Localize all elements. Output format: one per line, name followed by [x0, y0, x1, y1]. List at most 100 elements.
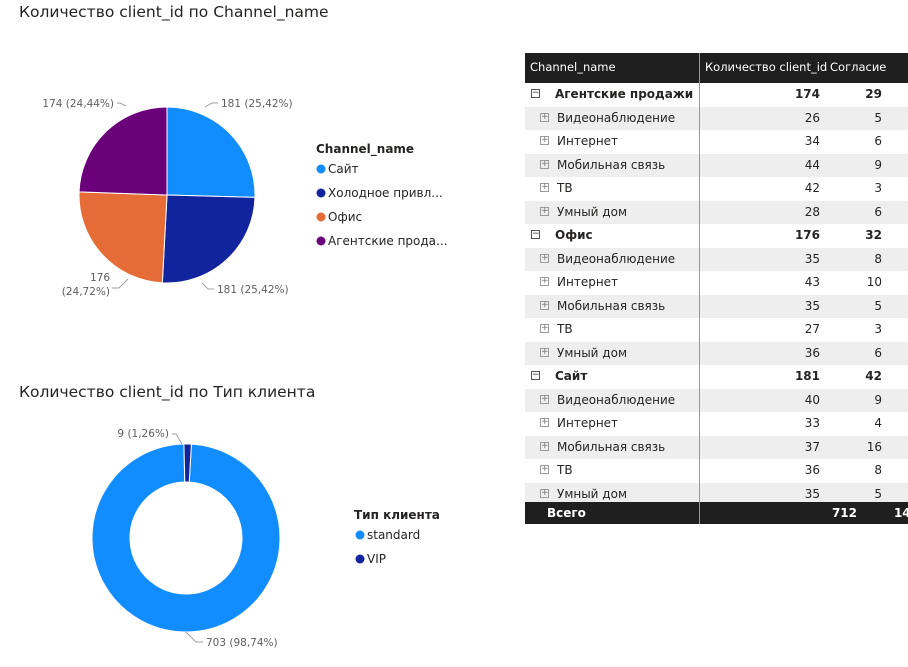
collapse-icon[interactable]: − [531, 370, 540, 380]
pie-legend-item-0[interactable]: Сайт [328, 162, 359, 176]
matrix-child-row[interactable]: + Интернет 33 4 [525, 412, 908, 436]
row-count: 36 [804, 463, 820, 477]
total-label: Всего [547, 506, 586, 520]
pie-data-label-1: 181 (25,42%) [217, 284, 289, 296]
row-name: Умный дом [557, 204, 627, 219]
row-count: 42 [804, 181, 820, 195]
row-agreement: 5 [874, 110, 882, 125]
expand-icon[interactable]: + [540, 158, 549, 169]
column-header-channel-name[interactable]: Channel_name [530, 60, 616, 74]
expand-icon[interactable]: + [540, 487, 549, 498]
pie-data-label-3: 174 (24,44%) [42, 98, 114, 110]
row-name: Видеонаблюдение [557, 251, 676, 266]
expand-icon[interactable]: + [540, 440, 549, 451]
row-name: Сайт [555, 369, 588, 383]
matrix-child-row[interactable]: + Видеонаблюдение 26 5 [525, 106, 908, 130]
pie-leader-line-1 [201, 282, 214, 290]
total-count: 712 [831, 506, 857, 520]
row-count: 43 [804, 275, 820, 289]
row-agreement: 9 [874, 157, 882, 172]
donut-slice-standard[interactable] [91, 443, 281, 633]
pie-leader-line-0 [204, 102, 218, 108]
collapse-icon[interactable]: − [531, 229, 540, 239]
pie-legend-item-1[interactable]: Холодное привл... [328, 186, 443, 200]
matrix-child-row[interactable]: + Интернет 43 10 [525, 271, 908, 295]
pie-leader-line-2 [112, 278, 129, 289]
expand-icon[interactable]: + [540, 299, 549, 310]
row-count: 36 [804, 345, 820, 360]
matrix-child-row[interactable]: + Умный дом 36 6 [525, 341, 908, 365]
expand-icon[interactable]: + [540, 111, 549, 122]
row-count: 33 [804, 416, 820, 430]
row-name: Интернет [557, 134, 619, 148]
row-agreement: 6 [874, 204, 882, 219]
donut-leader-line-vip [172, 433, 183, 445]
pie-slice-0[interactable] [166, 106, 256, 198]
matrix-child-row[interactable]: + Мобильная связь 35 5 [525, 294, 908, 318]
row-agreement: 8 [874, 251, 882, 266]
row-agreement: 10 [866, 275, 882, 289]
donut-leader-line-standard [185, 631, 203, 643]
matrix-group-row[interactable]: − Офис 176 32 [525, 224, 908, 248]
matrix-group-row[interactable]: − Сайт 181 42 [525, 365, 908, 389]
expand-icon[interactable]: + [540, 182, 549, 192]
row-name: Интернет [557, 275, 619, 289]
row-count: 174 [794, 87, 820, 101]
matrix-child-row[interactable]: + Мобильная связь 37 16 [525, 435, 908, 459]
pie-legend-marker-3 [316, 236, 326, 246]
expand-icon[interactable]: + [540, 135, 549, 145]
matrix-child-row[interactable]: + Умный дом 28 6 [525, 200, 908, 224]
row-agreement: 16 [866, 439, 882, 454]
matrix-child-row[interactable]: + Интернет 34 6 [525, 130, 908, 154]
row-name: Мобильная связь [557, 157, 666, 172]
row-agreement: 5 [874, 486, 882, 501]
matrix-group-row[interactable]: − Агентские продажи 174 29 [525, 83, 908, 107]
matrix-child-row[interactable]: + Умный дом 35 5 [525, 482, 908, 502]
expand-icon[interactable]: + [540, 205, 549, 216]
expand-icon[interactable]: + [540, 276, 549, 286]
column-header-agreement[interactable]: Согласие [830, 60, 887, 74]
matrix-header: Channel_name Количество client_id Соглас… [525, 53, 908, 83]
donut-legend-item-1[interactable]: VIP [367, 552, 386, 566]
pie-slice-3[interactable] [78, 106, 168, 196]
expand-icon[interactable]: + [540, 464, 549, 474]
total-agreement: 146 [893, 506, 908, 520]
collapse-icon[interactable]: − [531, 88, 540, 98]
matrix-child-row[interactable]: + Мобильная связь 44 9 [525, 153, 908, 177]
pie-legend-item-2[interactable]: Офис [328, 210, 362, 224]
row-count: 37 [804, 439, 820, 454]
pie-legend-title: Channel_name [316, 142, 414, 157]
matrix-child-row[interactable]: + ТВ 42 3 [525, 177, 908, 201]
matrix-child-row[interactable]: + ТВ 36 8 [525, 459, 908, 483]
pie-slice-1[interactable] [161, 194, 256, 284]
pie-legend-item-3[interactable]: Агентские прода... [328, 234, 447, 248]
row-agreement: 6 [874, 134, 882, 148]
expand-icon[interactable]: + [540, 323, 549, 333]
matrix-child-row[interactable]: + Видеонаблюдение 40 9 [525, 388, 908, 412]
row-count: 35 [804, 251, 820, 266]
expand-icon[interactable]: + [540, 393, 549, 404]
row-agreement: 3 [874, 181, 882, 195]
expand-icon[interactable]: + [540, 346, 549, 357]
expand-icon[interactable]: + [540, 252, 549, 263]
row-count: 28 [804, 204, 820, 219]
pie-slice-2[interactable] [78, 191, 168, 284]
donut-legend-item-0[interactable]: standard [367, 528, 420, 542]
row-count: 35 [804, 486, 820, 501]
matrix-child-row[interactable]: + Видеонаблюдение 35 8 [525, 247, 908, 271]
pie-data-label-2-value: 176 [90, 272, 110, 284]
donut-slice-vip[interactable] [183, 443, 192, 483]
donut-data-label-vip: 9 (1,26%) [117, 428, 169, 440]
donut-legend-marker-0 [355, 530, 365, 540]
row-agreement: 42 [865, 369, 882, 383]
row-agreement: 32 [865, 228, 882, 242]
row-count: 35 [804, 298, 820, 313]
donut-legend-title: Тип клиента [354, 508, 440, 522]
column-header-count[interactable]: Количество client_id [705, 60, 828, 74]
expand-icon[interactable]: + [540, 417, 549, 427]
matrix-child-row[interactable]: + ТВ 27 3 [525, 318, 908, 342]
row-agreement: 8 [874, 463, 882, 477]
row-agreement: 4 [874, 416, 882, 430]
row-count: 176 [794, 228, 820, 242]
